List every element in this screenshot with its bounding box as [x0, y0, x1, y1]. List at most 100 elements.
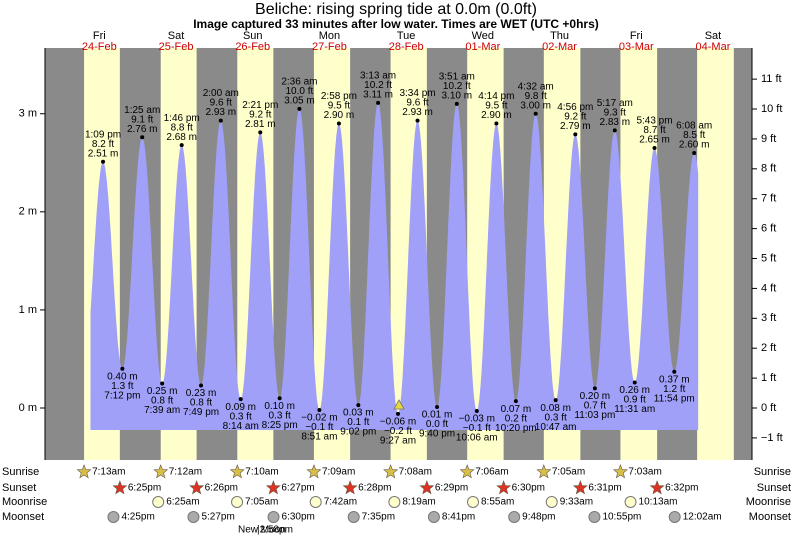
row-label: Moonrise	[2, 496, 47, 508]
tide-value-label: 2.76 m	[127, 124, 158, 135]
row-label: Moonset	[2, 511, 44, 523]
tide-ft: −0.1 ft	[463, 423, 491, 434]
tide-point	[179, 143, 184, 148]
moon-icon	[267, 511, 280, 523]
day-date: 27-Feb	[312, 41, 347, 53]
tide-ft: 9.2 ft	[564, 111, 586, 122]
sun-icon	[572, 480, 588, 495]
y2-tick-label: 0 ft	[761, 402, 776, 414]
tide-ft: 9.6 ft	[406, 98, 428, 109]
sun-icon	[496, 480, 512, 495]
row-time: 7:12am	[169, 467, 202, 478]
tide-ft: 9.3 ft	[604, 108, 626, 119]
tide-value-label: 0.01 m	[422, 410, 453, 421]
moon-icon	[309, 496, 322, 508]
tide-point	[120, 366, 125, 371]
moon-icon	[588, 511, 601, 523]
y2-tick-label: 5 ft	[761, 252, 776, 264]
moon-icon	[388, 496, 401, 508]
tide-time: 2:36 am	[281, 76, 317, 87]
tide-ft: 8.7 ft	[643, 125, 665, 136]
tide-point	[435, 405, 440, 410]
tide-value-label: 2.90 m	[324, 110, 355, 121]
tide-time: 2:58 pm	[321, 91, 357, 102]
tide-value-label: −0.03 m	[459, 414, 495, 425]
sun-icon	[536, 464, 552, 479]
tide-value-label: −0.06 m	[380, 417, 416, 428]
row-time: 6:28pm	[358, 483, 391, 494]
row-time: 8:19am	[402, 497, 435, 508]
y2-tick-label: 11 ft	[761, 73, 782, 85]
tide-value-label: 2.90 m	[481, 110, 512, 121]
tide-value-label: 3.10 m	[442, 91, 473, 102]
tide-time: 4:14 pm	[478, 91, 514, 102]
row-label: Sunrise	[2, 466, 39, 478]
row-time: 7:13am	[92, 467, 125, 478]
tide-time: 9:40 pm	[419, 429, 455, 440]
tide-value-label: 2.51 m	[88, 148, 119, 159]
tide-value-label: 2.93 m	[402, 107, 433, 118]
tide-point	[297, 106, 302, 111]
tide-time: 9:02 pm	[340, 427, 376, 438]
tide-ft: 0.7 ft	[584, 401, 606, 412]
moon-icon	[466, 496, 479, 508]
tide-point	[101, 159, 106, 164]
row-label: Sunset	[757, 482, 791, 494]
y2-tick-label: 7 ft	[761, 193, 776, 205]
tide-value-label: 3.00 m	[520, 100, 551, 111]
row-time: 8:41pm	[442, 512, 475, 523]
row-time: 8:55am	[481, 497, 514, 508]
moon-icon	[107, 511, 120, 523]
day-name: Fri	[93, 30, 106, 42]
tide-point	[199, 383, 204, 388]
tide-value-label: 0.37 m	[659, 374, 690, 385]
tide-time: 2:00 am	[203, 88, 239, 99]
y2-tick-label: 8 ft	[761, 163, 776, 175]
row-time: 6:31pm	[588, 483, 621, 494]
row-time: 7:05am	[245, 497, 278, 508]
tide-value-label: 0.08 m	[540, 403, 571, 414]
tide-point	[573, 132, 578, 137]
tide-time: 5:43 pm	[636, 116, 672, 127]
row-time: 7:09am	[322, 467, 355, 478]
tide-point	[376, 100, 381, 105]
tide-time: 7:12 pm	[104, 390, 140, 401]
day-name: Sun	[243, 30, 263, 42]
tide-value-label: 2.83 m	[599, 117, 630, 128]
row-time: 10:13am	[639, 497, 678, 508]
tide-ft: 0.3 ft	[230, 411, 252, 422]
row-time: 4:25pm	[121, 512, 154, 523]
tide-value-label: 2.81 m	[245, 119, 276, 130]
tide-ft: 8.5 ft	[683, 130, 705, 141]
y-tick-label: 2 m	[19, 206, 37, 218]
day-date: 03-Mar	[619, 41, 654, 53]
tide-time: 3:13 am	[360, 71, 396, 82]
tide-time: 9:27 am	[380, 436, 416, 447]
moon-icon	[427, 511, 440, 523]
tide-ft: 0.8 ft	[151, 396, 173, 407]
tide-point	[336, 121, 341, 126]
row-time: 7:03am	[628, 467, 661, 478]
row-time: 7:10am	[245, 467, 278, 478]
background	[45, 48, 752, 460]
tide-ft: 10.2 ft	[443, 81, 471, 92]
day-name: Tue	[397, 30, 416, 42]
tide-point	[672, 369, 677, 374]
tide-ft: 9.5 ft	[485, 101, 507, 112]
row-time: 6:30pm	[282, 512, 315, 523]
tide-time: 8:14 am	[223, 421, 259, 432]
sun-icon	[383, 464, 399, 479]
day-date: 01-Mar	[465, 41, 500, 53]
moon-phase-time: |2:58pm	[257, 525, 293, 536]
sun-icon	[342, 480, 358, 495]
tide-ft: 0.1 ft	[347, 417, 369, 428]
tide-point	[513, 399, 518, 404]
day-name: Wed	[472, 30, 494, 42]
tide-point	[632, 380, 637, 385]
sun-icon	[459, 464, 475, 479]
sun-icon	[649, 480, 665, 495]
tide-time: 4:56 pm	[557, 102, 593, 113]
y2-tick-label: 10 ft	[761, 103, 782, 115]
tide-point	[277, 396, 282, 401]
moon-icon	[347, 511, 360, 523]
